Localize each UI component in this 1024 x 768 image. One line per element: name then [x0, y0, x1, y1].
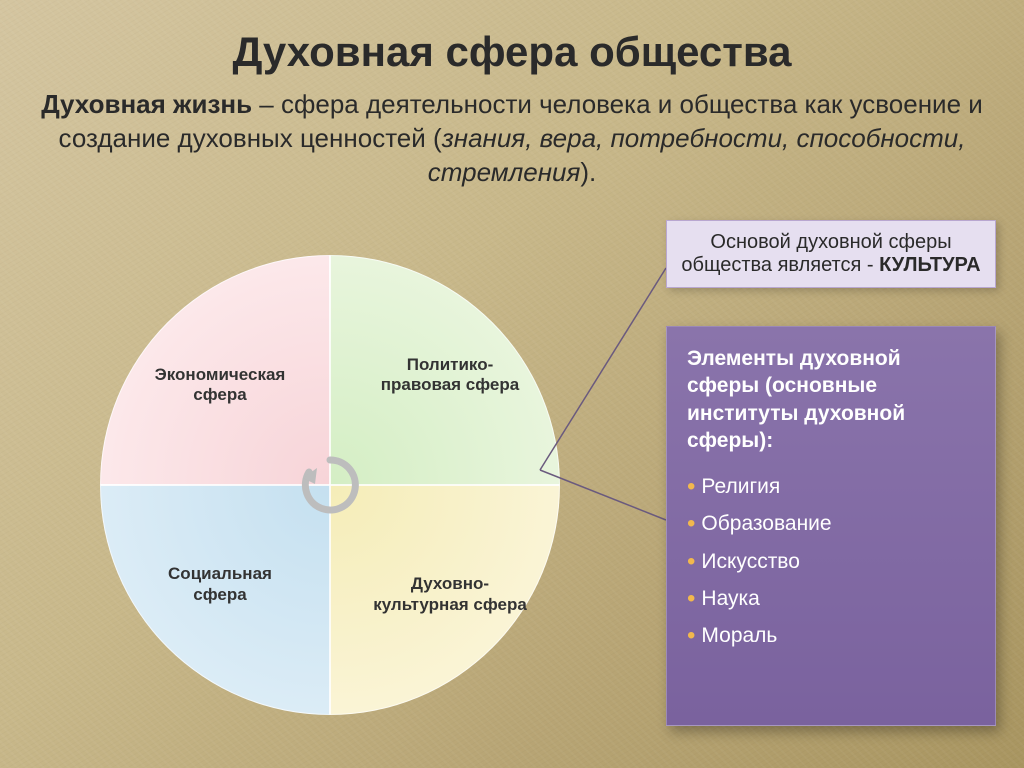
element-item: Образование: [687, 505, 975, 542]
label-economic: Экономическая сфера: [140, 365, 300, 406]
label-social: Социальная сфера: [140, 564, 300, 605]
cycle-arrow-icon: [295, 450, 365, 520]
subtitle: Духовная жизнь – сфера деятельности чело…: [40, 88, 984, 189]
element-item: Наука: [687, 580, 975, 617]
element-item: Религия: [687, 468, 975, 505]
element-item: Искусство: [687, 543, 975, 580]
spheres-pie: Экономическая сфера Политико-правовая сф…: [100, 255, 560, 715]
label-spiritual: Духовно-культурная сфера: [370, 574, 530, 615]
element-item: Мораль: [687, 617, 975, 654]
subtitle-italic: знания, вера, потребности, способности, …: [428, 123, 966, 187]
callout-elements-heading: Элементы духовной сферы (основные инстит…: [687, 345, 975, 454]
subtitle-lead: Духовная жизнь: [41, 89, 252, 119]
label-political: Политико-правовая сфера: [370, 355, 530, 396]
callout-culture-keyword: КУЛЬТУРА: [879, 254, 980, 276]
callout-culture: Основой духовной сферы общества является…: [666, 220, 996, 288]
callout-elements: Элементы духовной сферы (основные инстит…: [666, 326, 996, 726]
page-title: Духовная сфера общества: [0, 28, 1024, 76]
subtitle-rest2: ).: [580, 157, 596, 187]
elements-list: Религия Образование Искусство Наука Мора…: [687, 468, 975, 654]
